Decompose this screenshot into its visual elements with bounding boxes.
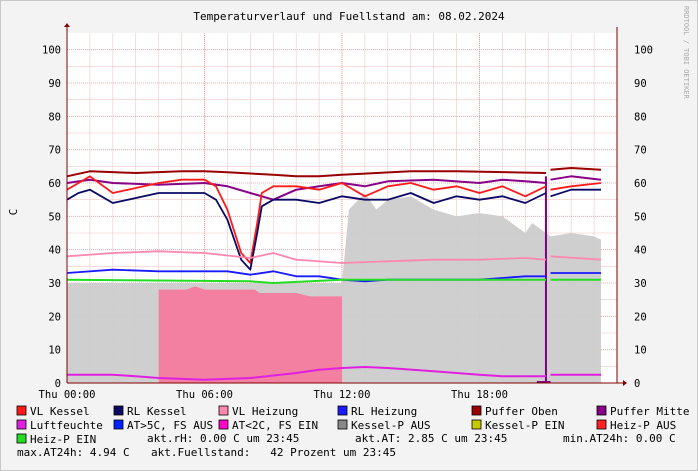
y-tick-label-left: 70 — [48, 145, 61, 157]
y-tick-label-left: 40 — [48, 245, 61, 257]
y-tick-label-right: 0 — [634, 378, 640, 390]
y-tick-label-right: 20 — [634, 311, 647, 323]
y-axis-arrow — [64, 23, 70, 27]
stat-text: akt.AT: 2.85 C um 23:45 — [355, 432, 507, 445]
x-tick-label: Thu 00:00 — [39, 389, 96, 401]
y-tick-label-right: 80 — [634, 111, 647, 123]
y-tick-label-right: 50 — [634, 211, 647, 223]
series-puffer-oben — [66, 167, 602, 178]
y-axis-label: C — [7, 209, 20, 216]
legend-label: VL Heizung — [232, 405, 298, 418]
legend-label: VL Kessel — [30, 405, 90, 418]
chart-title: Temperaturverlauf und Fuellstand am: 08.… — [193, 10, 505, 23]
series-luftfeuchte — [67, 366, 601, 381]
legend-swatch — [596, 419, 607, 430]
series-vl-kessel — [66, 175, 602, 264]
legend-label: AT>5C, FS AUS — [127, 419, 213, 432]
gap-marker-base — [536, 381, 551, 383]
y-tick-label-right: 90 — [634, 78, 647, 90]
legend-swatch — [471, 419, 482, 430]
legend-label: AT<2C, FS EIN — [232, 419, 318, 432]
y-tick-label-right: 10 — [634, 345, 647, 357]
stat-text: max.AT24h: 4.94 C — [17, 446, 130, 459]
legend-label: Puffer Oben — [485, 405, 558, 418]
y-tick-label-left: 90 — [48, 78, 61, 90]
legend-label: Heiz-P AUS — [610, 419, 676, 432]
legend-label: Puffer Mitte — [610, 405, 689, 418]
legend-swatch — [113, 419, 124, 430]
y-tick-label-left: 20 — [48, 311, 61, 323]
y-tick-label-right: 30 — [634, 278, 647, 290]
legend-label: Kessel-P AUS — [351, 419, 430, 432]
legend-swatch — [16, 433, 27, 444]
stat-text: akt.rH: 0.00 C um 23:45 — [147, 432, 299, 445]
y-tick-label-right: 60 — [634, 178, 647, 190]
legend-swatch — [337, 419, 348, 430]
legend-label: Luftfeuchte — [30, 419, 103, 432]
y-tick-label-left: 80 — [48, 111, 61, 123]
watermark: RRDTOOL / TOBI OETIKER — [682, 6, 690, 100]
y-tick-label-left: 10 — [48, 345, 61, 357]
y-tick-label-left: 0 — [55, 378, 61, 390]
y-tick-label-left: 60 — [48, 178, 61, 190]
stat-text: akt.Fuellstand: 42 Prozent um 23:45 — [151, 446, 396, 459]
legend-swatch — [218, 419, 229, 430]
x-tick-label: Thu 12:00 — [314, 389, 371, 401]
x-tick-label: Thu 18:00 — [451, 389, 508, 401]
legend-label: RL Kessel — [127, 405, 187, 418]
x-tick-label: Thu 06:00 — [176, 389, 233, 401]
legend-swatch — [16, 419, 27, 430]
series-vl-heizung — [66, 250, 602, 264]
legend-swatch — [596, 405, 607, 416]
x-axis-arrow — [623, 380, 627, 386]
series-rl-kessel — [66, 188, 601, 271]
legend-label: Kessel-P EIN — [485, 419, 564, 432]
y-tick-label-right: 100 — [634, 45, 653, 57]
y-tick-label-left: 100 — [42, 45, 61, 57]
area-at-2c-fs-ein — [158, 286, 342, 383]
stat-text: min.AT24h: 0.00 C — [563, 432, 676, 445]
y-tick-label-right: 70 — [634, 145, 647, 157]
legend-swatch — [218, 405, 229, 416]
series-heiz-p-ein — [66, 278, 601, 284]
legend-swatch — [113, 405, 124, 416]
legend-label: Heiz-P EIN — [30, 433, 96, 446]
legend-swatch — [471, 405, 482, 416]
legend-swatch — [16, 405, 27, 416]
y-tick-label-left: 30 — [48, 278, 61, 290]
legend-swatch — [337, 405, 348, 416]
y-tick-label-right: 40 — [634, 245, 647, 257]
y-tick-label-left: 50 — [48, 211, 61, 223]
legend-label: RL Heizung — [351, 405, 417, 418]
